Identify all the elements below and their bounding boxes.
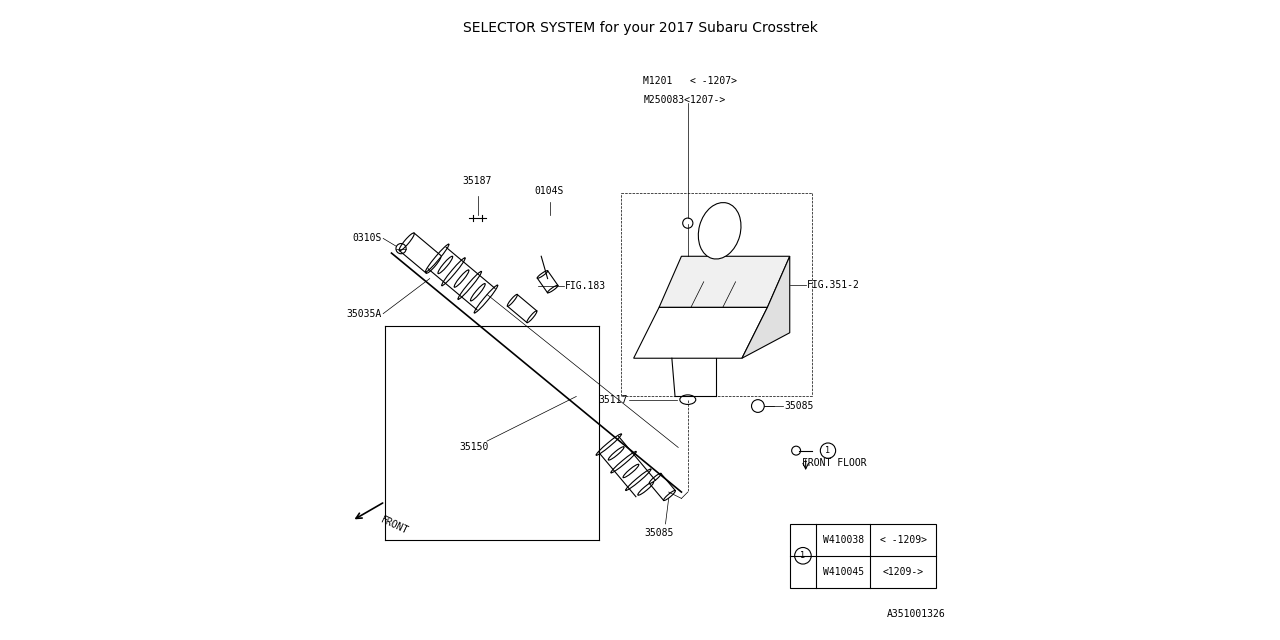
Text: 0104S: 0104S: [535, 186, 564, 196]
Ellipse shape: [623, 464, 639, 477]
Text: FIG.183: FIG.183: [564, 281, 605, 291]
Ellipse shape: [426, 255, 442, 273]
Ellipse shape: [442, 258, 465, 286]
Ellipse shape: [637, 482, 654, 495]
Ellipse shape: [548, 285, 558, 293]
Ellipse shape: [474, 285, 498, 313]
Ellipse shape: [538, 271, 548, 278]
Polygon shape: [634, 307, 768, 358]
Circle shape: [795, 547, 812, 564]
Text: W410045: W410045: [823, 566, 864, 577]
Ellipse shape: [454, 270, 468, 287]
Circle shape: [682, 218, 692, 228]
Text: W410038: W410038: [823, 535, 864, 545]
Polygon shape: [659, 256, 790, 307]
Text: FIG.351-2: FIG.351-2: [806, 280, 860, 290]
Text: 1: 1: [800, 551, 805, 560]
Ellipse shape: [663, 490, 676, 500]
Text: < -1209>: < -1209>: [879, 535, 927, 545]
Text: 35187: 35187: [463, 176, 493, 186]
Text: FRONT FLOOR: FRONT FLOOR: [803, 458, 867, 468]
Ellipse shape: [608, 447, 625, 460]
Ellipse shape: [527, 311, 536, 323]
Ellipse shape: [425, 244, 449, 272]
Polygon shape: [742, 256, 790, 358]
Text: 35150: 35150: [460, 442, 489, 452]
Circle shape: [820, 443, 836, 458]
Text: 1: 1: [826, 446, 831, 455]
Ellipse shape: [596, 434, 622, 455]
Text: 35117: 35117: [598, 395, 627, 404]
Circle shape: [791, 446, 800, 455]
Text: 35085: 35085: [644, 529, 673, 538]
Text: <1209->: <1209->: [883, 566, 924, 577]
Ellipse shape: [699, 203, 741, 259]
Ellipse shape: [626, 469, 652, 490]
Ellipse shape: [458, 271, 481, 300]
Ellipse shape: [649, 474, 660, 483]
Circle shape: [751, 399, 764, 412]
Text: FRONT: FRONT: [379, 515, 410, 536]
Text: 35035A: 35035A: [347, 308, 381, 319]
Text: 35085: 35085: [785, 401, 814, 411]
Ellipse shape: [438, 256, 453, 274]
Ellipse shape: [680, 395, 696, 404]
Text: 0310S: 0310S: [352, 234, 381, 243]
Ellipse shape: [507, 294, 517, 307]
Ellipse shape: [399, 233, 415, 251]
Text: SELECTOR SYSTEM for your 2017 Subaru Crosstrek: SELECTOR SYSTEM for your 2017 Subaru Cro…: [462, 20, 818, 35]
Bar: [790, 524, 936, 588]
Ellipse shape: [471, 284, 485, 301]
Text: M1201   < -1207>: M1201 < -1207>: [643, 76, 737, 86]
Text: M250083<1207->: M250083<1207->: [643, 95, 726, 105]
Ellipse shape: [611, 451, 636, 473]
Text: A351001326: A351001326: [887, 609, 946, 620]
